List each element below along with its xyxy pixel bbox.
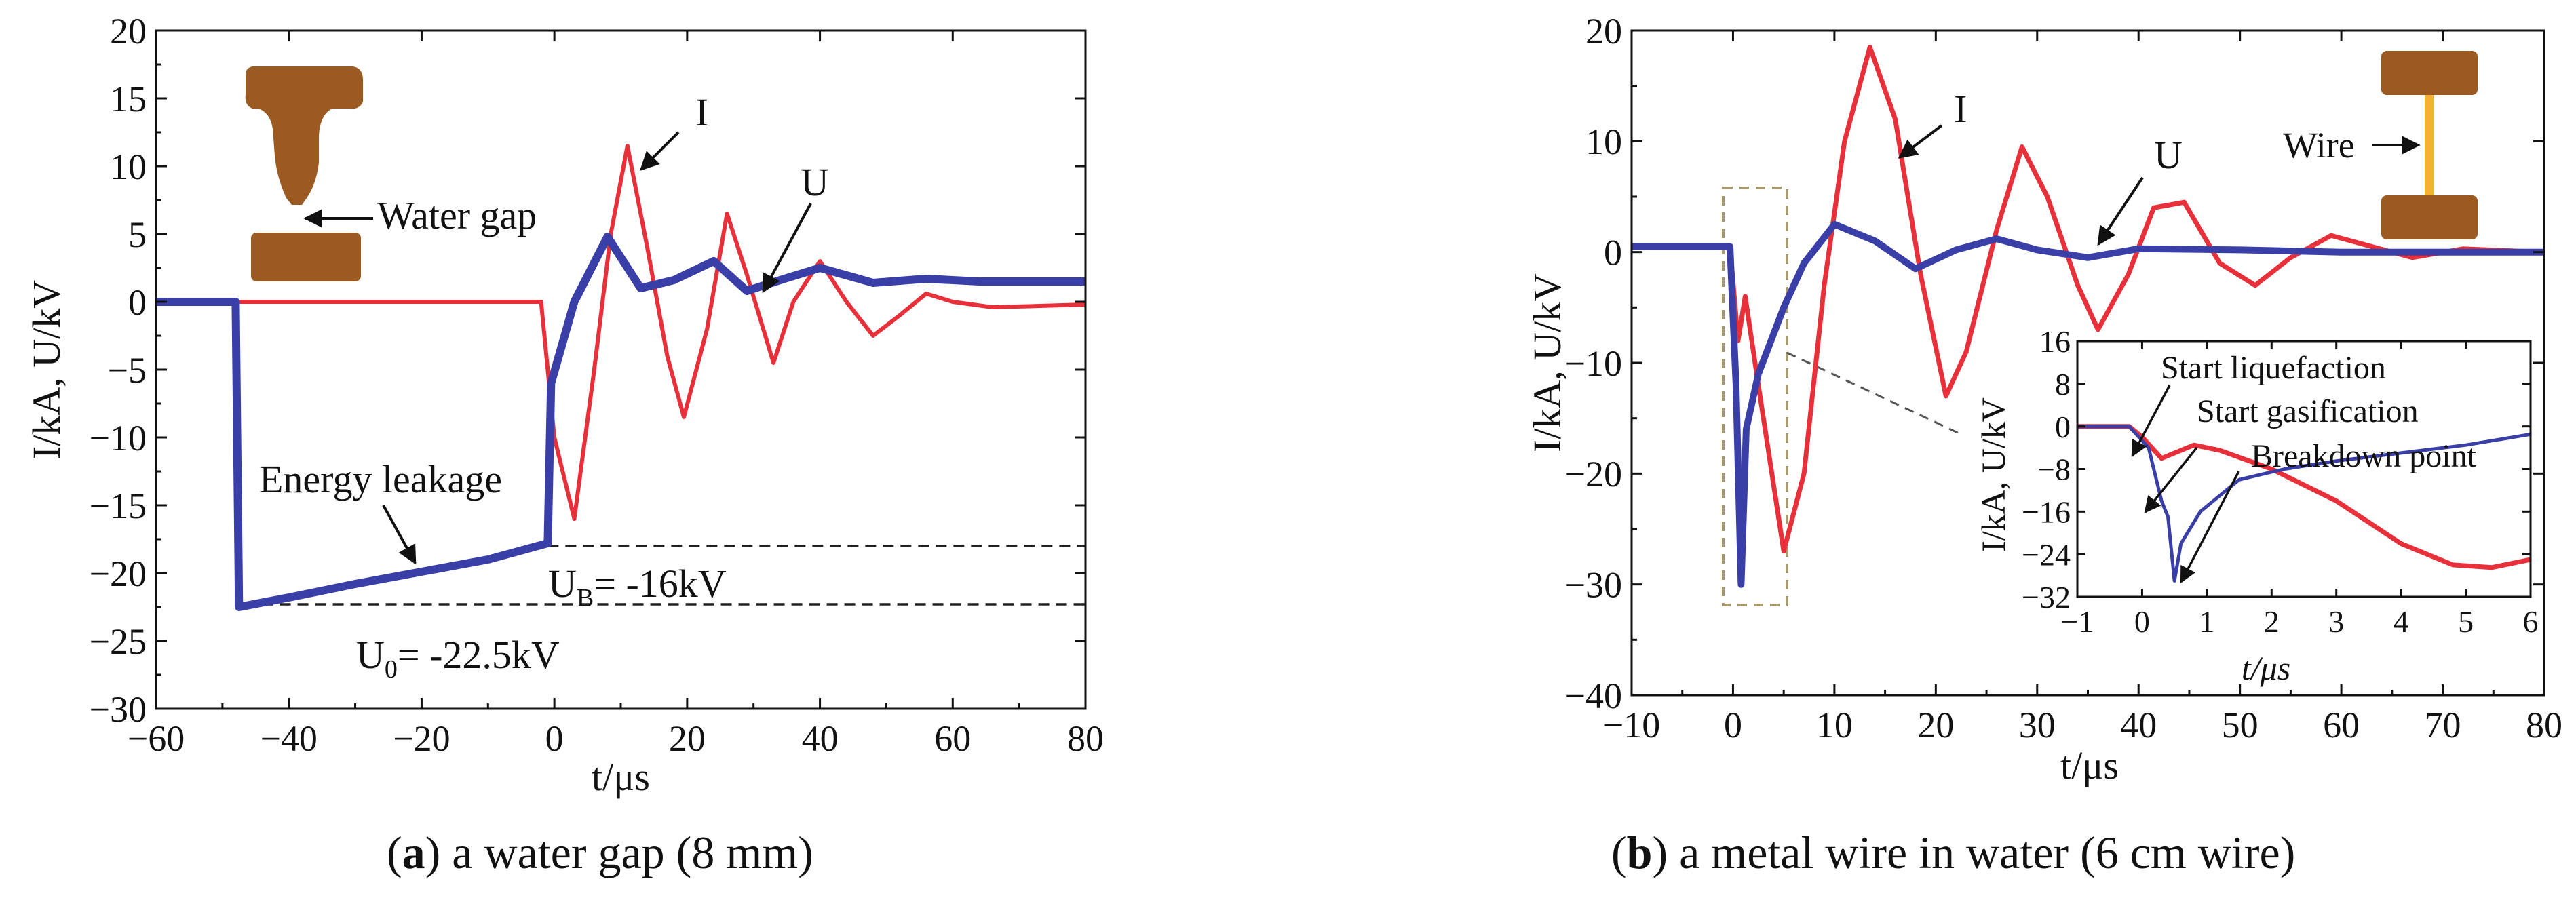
- y-tick-label: 0: [2055, 410, 2071, 444]
- y-tick-label: 10: [1585, 121, 1622, 162]
- energy-leakage-arrow: [382, 505, 417, 565]
- x-tick-label: 5: [2458, 604, 2474, 639]
- wire-electrode-icon: [2381, 51, 2478, 239]
- x-tick-label: −10: [1603, 705, 1660, 745]
- y-tick-label: 5: [128, 214, 147, 255]
- x-tick-label: 3: [2328, 604, 2344, 639]
- x-tick-label: 20: [669, 718, 706, 759]
- x-tick-label: 0: [1724, 705, 1742, 745]
- wire-label: Wire: [2283, 125, 2355, 165]
- start-liquefaction-arrow: [2131, 385, 2171, 458]
- y-tick-label: 10: [110, 146, 147, 187]
- label-I-b: I: [1954, 87, 1967, 131]
- x-axis-label-a: t/μs: [592, 755, 650, 799]
- arrow-U-a: [762, 203, 812, 294]
- x-tick-label: 50: [2222, 705, 2258, 745]
- breakdown-point-label: Breakdown point: [2251, 438, 2477, 474]
- x-tick-label: −40: [260, 718, 317, 759]
- series-voltage-line-b: [1632, 220, 2544, 588]
- inset-series-current-line: [2077, 424, 2531, 570]
- y-tick-label: −20: [90, 553, 147, 594]
- y-tick-label: −20: [1565, 454, 1622, 494]
- x-tick-label: 0: [545, 718, 564, 759]
- energy-leakage-label: Energy leakage: [259, 457, 502, 501]
- x-tick-label: 1: [2199, 604, 2214, 639]
- arrow-U-b: [2097, 176, 2144, 246]
- caption-b: (b) a metal wire in water (6 cm wire): [1611, 827, 2296, 878]
- y-tick-label: −10: [1565, 343, 1622, 384]
- x-tick-label: 4: [2394, 604, 2409, 639]
- label-U-b: U: [2154, 133, 2183, 177]
- caption-a: (a) a water gap (8 mm): [387, 827, 813, 878]
- y-tick-label: −40: [1565, 676, 1622, 716]
- y-tick-label: −5: [108, 350, 147, 391]
- y-tick-label: 20: [1585, 11, 1622, 52]
- x-tick-label: 0: [2134, 604, 2150, 639]
- y-tick-label: 20: [110, 11, 147, 52]
- x-tick-label: 40: [2120, 705, 2157, 745]
- x-tick-label: 60: [2323, 705, 2360, 745]
- electrode-top-icon: [245, 66, 363, 205]
- y-tick-label: 15: [110, 79, 147, 119]
- x-tick-label: 20: [1917, 705, 1954, 745]
- start-liquefaction-label: Start liquefaction: [2161, 350, 2386, 386]
- x-tick-label: 6: [2523, 604, 2539, 639]
- x-tick-label: −20: [393, 718, 450, 759]
- y-tick-label: −15: [90, 486, 147, 526]
- inset-x-axis-label: t/μs: [2242, 649, 2290, 687]
- x-tick-label: −1: [2061, 604, 2094, 639]
- zoom-region-box: [1722, 187, 1788, 606]
- x-tick-label: 2: [2264, 604, 2280, 639]
- chart-panel-a: −60 −40 −20 0 20 40 60 80 −30 −25 −20 −15 −10 −5 0 5 10 1…: [24, 11, 1104, 799]
- arrow-I-a: [640, 131, 680, 171]
- y-tick-label: −30: [1565, 565, 1622, 606]
- ub-label: UB= -16kV: [548, 562, 727, 612]
- y-tick-label: −24: [2022, 537, 2071, 572]
- y-tick-label: 16: [2039, 324, 2071, 359]
- y-tick-label: −8: [2037, 452, 2071, 487]
- u0-label: U0= -22.5kV: [356, 633, 560, 684]
- y-tick-label: 8: [2055, 367, 2071, 402]
- inset-y-axis-label: I/kA, U/kV: [1974, 397, 2012, 552]
- x-tick-label: 80: [1067, 718, 1104, 759]
- start-gasification-label: Start gasification: [2197, 393, 2419, 429]
- breakdown-point-arrow: [2180, 471, 2240, 584]
- x-tick-label: 40: [802, 718, 839, 759]
- y-tick-label: −10: [90, 418, 147, 458]
- series-voltage-line-a: [156, 233, 1085, 611]
- y-tick-label: 0: [128, 282, 147, 323]
- start-gasification-arrow: [2144, 446, 2198, 513]
- y-axis-label-a: I/kA, U/kV: [24, 280, 69, 459]
- x-tick-label: 80: [2526, 705, 2562, 745]
- y-tick-label: −32: [2022, 580, 2071, 614]
- x-tick-label: 10: [1816, 705, 1853, 745]
- label-I-a: I: [695, 90, 708, 134]
- arrow-I-b: [1898, 124, 1943, 159]
- inset-chart: −1 0 1 2 3 4 5 6 −32 −24 −16 −8 0 8 16 t/μs I/kA, U/kV…: [1974, 324, 2539, 687]
- x-tick-label: 30: [2019, 705, 2056, 745]
- water-gap-label: Water gap: [377, 193, 537, 237]
- y-tick-label: −16: [2022, 494, 2071, 529]
- series-current-line-a: [156, 144, 1085, 521]
- x-axis-label-b: t/μs: [2060, 743, 2119, 787]
- x-tick-label: 60: [934, 718, 971, 759]
- y-tick-label: −30: [90, 689, 147, 730]
- y-tick-label: 0: [1604, 233, 1622, 273]
- inset-series-voltage-line: [2077, 425, 2531, 583]
- electrode-bottom-icon: [251, 233, 361, 281]
- x-tick-label: −60: [128, 718, 185, 759]
- y-axis-label-b: I/kA, U/kV: [1525, 273, 1569, 452]
- y-tick-label: −25: [90, 621, 147, 662]
- x-tick-label: 70: [2425, 705, 2461, 745]
- label-U-a: U: [801, 160, 829, 204]
